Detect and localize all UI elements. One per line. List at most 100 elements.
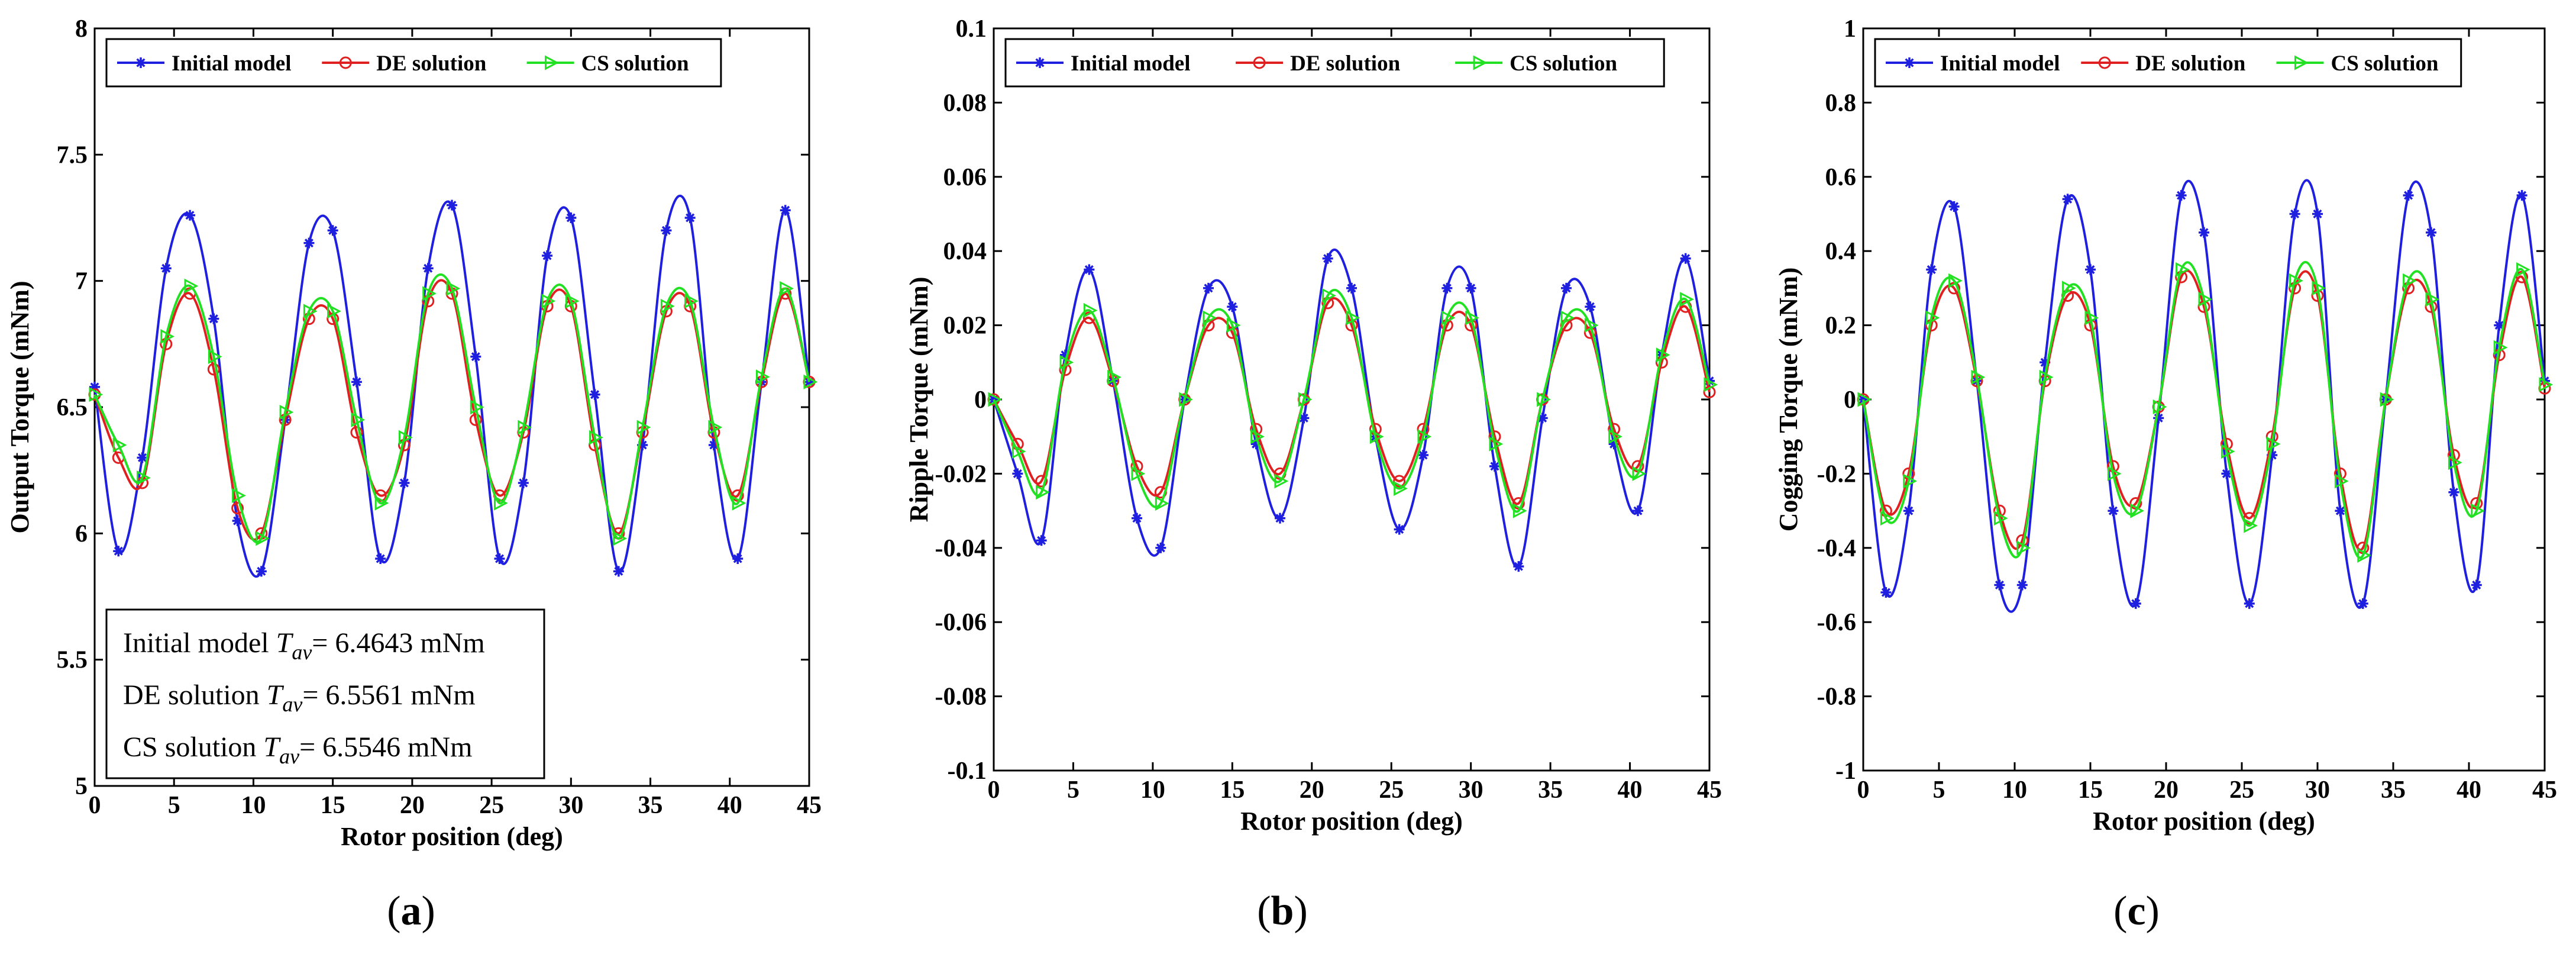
x-tick-label: 15 [321,792,345,819]
data-point [1608,439,1620,450]
data-point [684,294,699,309]
x-tick-label: 5 [1933,776,1945,804]
data-point [279,405,294,420]
data-point [1250,429,1265,444]
legend-entry-label: Initial model [1071,51,1191,76]
x-tick-label: 35 [638,792,663,819]
y-tick-label: -0.08 [935,684,987,711]
data-point [89,387,104,402]
data-point [2130,503,2145,518]
data-point [684,212,696,223]
data-point [2289,208,2300,220]
y-tick-label: 0.6 [1825,164,1857,191]
data-point [1561,282,1572,294]
data-point [542,250,553,261]
data-point [2267,450,2278,461]
x-tick-label: 0 [89,792,101,819]
data-point [398,430,413,445]
data-point [399,478,410,488]
data-point [1059,354,1074,370]
data-point [1203,310,1217,325]
x-tick-label: 5 [168,792,180,819]
plot-area [993,27,1711,772]
data-point [2016,579,2028,591]
data-point [2098,56,2111,69]
data-point [2334,473,2349,489]
data-point [1704,377,1718,392]
data-point [2062,281,2076,296]
x-tick-label: 20 [2154,776,2179,804]
data-point [112,437,127,453]
data-point [185,210,196,221]
y-tick-label: 0.04 [943,238,987,265]
x-tick-label: 45 [1697,776,1722,804]
legend-box [1004,38,1665,88]
data-point [1993,511,2008,526]
data-point [2471,503,2485,518]
data-point [327,225,338,236]
data-point [1346,282,1357,294]
y-tick-label: 0.4 [1825,238,1857,265]
series-cs-solution [1857,260,2554,563]
legend: Initial model DE solution CS solution [1004,38,1665,88]
x-tick-label: 10 [2002,776,2027,804]
data-point [160,263,172,274]
data-point [208,313,219,324]
data-point [1060,349,1071,360]
y-tick-label: -0.02 [935,460,987,488]
y-tick-label: 5.5 [57,647,88,674]
data-point [256,566,267,577]
data-point [1903,505,1914,517]
data-point [2357,547,2372,563]
data-point [518,420,532,435]
x-tick-label: 10 [1140,776,1165,804]
y-tick-label: 7 [75,268,88,295]
x-tick-label: 0 [988,776,1000,804]
data-point [660,298,675,314]
data-point [303,304,318,319]
data-point [565,294,580,309]
data-point [339,56,352,69]
panel-caption: (c) [2113,888,2160,934]
data-point [469,413,482,426]
data-point [1036,485,1050,500]
data-point [89,381,100,392]
x-tick-label: 5 [1067,776,1079,804]
x-tick-label: 40 [2457,776,2481,804]
data-point [2039,369,2054,385]
data-point [1926,264,1937,275]
data-point [208,349,222,365]
data-point [780,281,794,296]
legend-entry-label: CS solution [1510,51,1617,76]
data-point [351,412,366,427]
data-point [1585,301,1596,312]
data-point [1274,473,1289,489]
data-point [2266,436,2281,452]
data-point [1680,292,1694,307]
data-point [375,553,386,564]
legend: Initial model DE solution CS solution [105,38,722,88]
data-point [494,495,508,511]
y-tick-label: -0.06 [935,609,987,636]
data-point [1035,57,1045,68]
y-tick-label: 0.2 [1825,312,1857,340]
panel-caption: (b) [1257,888,1308,934]
x-tick-label: 40 [717,792,742,819]
data-point [1012,468,1023,479]
y-tick-label: 0.1 [956,15,987,43]
legend-entry-label: DE solution [1290,51,1401,76]
data-point [2153,412,2164,424]
x-tick-label: 0 [1857,776,1870,804]
data-point [1857,392,1872,407]
data-point [2448,486,2459,498]
plot-area [1862,27,2546,772]
x-tick-label: 20 [1300,776,1324,804]
y-tick-label: -0.8 [1817,684,1857,711]
data-point [494,553,505,564]
series-cs-solution [89,273,818,546]
data-point [351,376,362,388]
data-point [589,430,603,445]
data-point [1994,579,2005,591]
data-point [2426,227,2436,238]
